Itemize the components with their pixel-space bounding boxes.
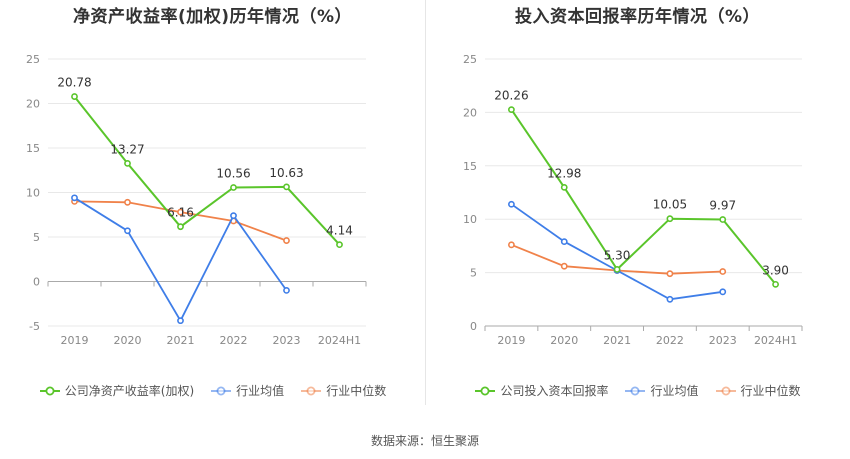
data-label: 10.56: [216, 167, 250, 181]
data-point: [560, 183, 568, 191]
y-tick-label: 5: [470, 267, 477, 280]
legend-line-marker-icon: [715, 386, 736, 395]
data-label: 4.14: [326, 224, 353, 238]
data-label: 5.30: [604, 248, 631, 262]
series-line: [510, 109, 777, 285]
legend-label: 行业均值: [236, 384, 285, 398]
data-point: [230, 184, 237, 191]
y-tick-label: 25: [26, 53, 40, 66]
chart-title: 投入资本回报率历年情况（%）: [514, 7, 761, 27]
legend-line-marker-icon: [39, 386, 60, 395]
data-label: 20.78: [57, 76, 91, 90]
data-point: [772, 280, 779, 288]
data-point: [666, 215, 674, 223]
x-tick-label: 2019: [497, 334, 525, 347]
data-point: [666, 270, 674, 278]
x-tick-label: 2020: [114, 334, 142, 347]
data-label: 20.26: [494, 89, 528, 103]
data-point: [560, 238, 568, 246]
data-point: [283, 237, 290, 244]
x-tick-label: 2024H1: [318, 334, 361, 347]
x-tick-label: 2022: [220, 334, 248, 347]
data-point: [613, 265, 621, 273]
legend-label: 公司净资产收益率(加权): [64, 384, 195, 398]
chart-plot-area: -5 0 5 10 15 20 25 2019 2020 2021 2022 2023 2024H1 20…: [26, 53, 367, 347]
data-point: [508, 241, 515, 249]
legend-line-marker-icon: [211, 386, 232, 395]
x-tick-label: 2023: [273, 334, 301, 347]
data-point: [283, 183, 290, 191]
legend-label: 行业均值: [650, 384, 699, 398]
panel-divider: [425, 0, 426, 405]
x-tick-label: 2019: [61, 334, 89, 347]
data-label: 6.16: [167, 206, 194, 220]
data-label: 10.05: [653, 198, 687, 212]
x-tick-label: 2022: [656, 334, 684, 347]
legend-item[interactable]: 行业均值: [210, 382, 284, 399]
y-tick-label: 20: [463, 106, 477, 119]
chart-panel-roe: 净资产收益率(加权)历年情况（%） -5 0 5 10 15 20 25 2019 2020 20…: [0, 0, 425, 410]
data-point: [177, 208, 184, 216]
data-point: [719, 216, 727, 223]
chart-panel-roic: 投入资本回报率历年情况（%） 0 5 10 15 20 25 2019 2020 2021 202…: [425, 0, 850, 410]
data-point: [508, 200, 515, 208]
x-tick-label: 2024H1: [754, 334, 797, 347]
y-tick-label: 10: [26, 187, 40, 200]
data-point: [124, 198, 131, 206]
chart-legend: 公司净资产收益率(加权) 行业均值 行业中位数: [0, 382, 425, 399]
y-tick-label: 20: [26, 98, 40, 111]
x-tick-label: 2023: [709, 334, 737, 347]
data-label: 3.90: [762, 263, 789, 277]
chart-legend: 公司投入资本回报率 行业均值 行业中位数: [425, 382, 850, 399]
data-point: [508, 106, 515, 114]
legend-label: 公司投入资本回报率: [500, 384, 609, 398]
series-line: [73, 95, 341, 246]
data-point: [719, 268, 727, 275]
data-point: [336, 241, 343, 249]
data-point: [560, 262, 568, 270]
y-tick-label: 0: [33, 276, 40, 289]
legend-label: 行业中位数: [740, 384, 801, 398]
data-point: [283, 286, 290, 294]
x-tick-label: 2021: [603, 334, 631, 347]
data-point: [71, 93, 78, 100]
data-point: [177, 223, 184, 231]
legend-line-marker-icon: [301, 386, 322, 395]
legend-item[interactable]: 公司净资产收益率(加权): [39, 382, 194, 399]
data-point: [230, 212, 237, 220]
data-source-note: 数据来源：恒生聚源: [370, 434, 479, 448]
legend-item[interactable]: 行业均值: [624, 382, 699, 399]
legend-item[interactable]: 行业中位数: [300, 382, 386, 399]
x-tick-label: 2021: [167, 334, 195, 347]
chart-plot-area: 0 5 10 15 20 25 2019 2020 2021 2022 2023 2024H1 20.2…: [463, 53, 803, 347]
y-tick-label: 25: [463, 53, 477, 66]
data-point: [71, 194, 78, 202]
y-tick-label: -5: [29, 320, 40, 333]
y-tick-label: 0: [470, 320, 477, 333]
legend-line-marker-icon: [475, 386, 496, 395]
x-tick-label: 2020: [550, 334, 578, 347]
data-point: [666, 295, 674, 303]
y-tick-label: 15: [463, 160, 477, 173]
data-label: 13.27: [110, 142, 144, 156]
data-label: 10.63: [269, 166, 303, 180]
legend-line-marker-icon: [625, 386, 646, 395]
y-tick-label: 5: [33, 231, 40, 244]
legend-label: 行业中位数: [326, 384, 387, 398]
data-point: [124, 159, 131, 167]
y-tick-label: 15: [26, 142, 40, 155]
y-tick-label: 10: [463, 213, 477, 226]
legend-item[interactable]: 公司投入资本回报率: [474, 382, 608, 399]
data-label: 12.98: [547, 166, 581, 180]
data-label: 9.97: [709, 199, 736, 213]
chart-title: 净资产收益率(加权)历年情况（%）: [72, 7, 353, 27]
data-point: [124, 227, 131, 235]
data-point: [719, 288, 727, 296]
legend-item[interactable]: 行业中位数: [715, 382, 801, 399]
data-point: [177, 317, 184, 325]
